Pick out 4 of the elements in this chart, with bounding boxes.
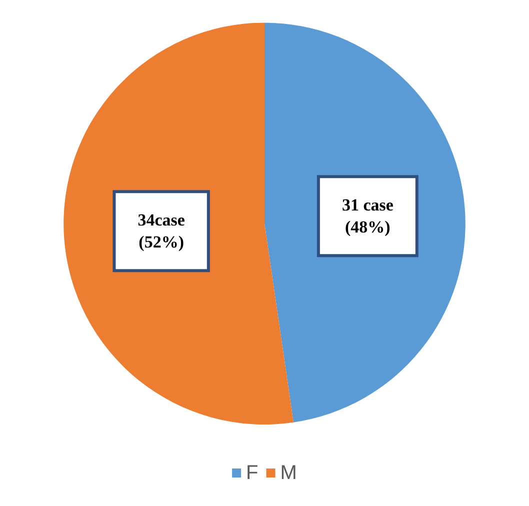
legend-label: F bbox=[246, 462, 258, 484]
data-label: 34case (52%) bbox=[138, 210, 186, 252]
data-label: 31 case (48%) bbox=[342, 196, 394, 237]
legend-label: M bbox=[280, 462, 297, 484]
